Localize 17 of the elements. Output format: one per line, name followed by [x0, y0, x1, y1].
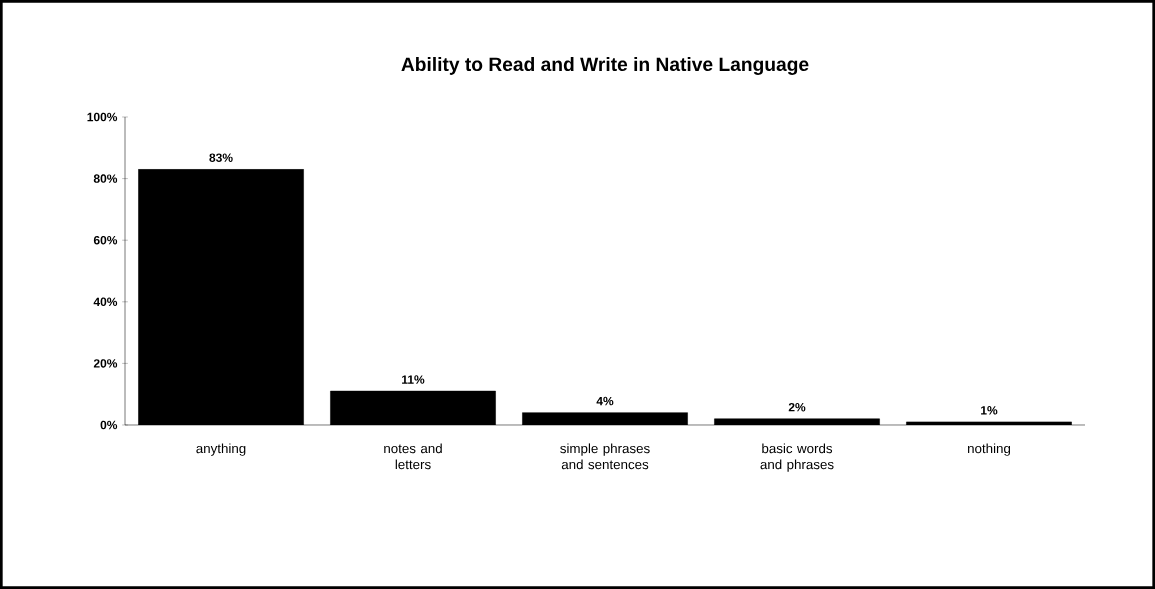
- data-label: 4%: [596, 396, 614, 406]
- data-label: 11%: [402, 375, 425, 384]
- y-tick-label: 20%: [93, 359, 118, 368]
- x-tick-label: nothing: [968, 443, 1011, 456]
- chart-title: Ability to Read and Write in Native Language: [401, 56, 809, 75]
- data-label: 83%: [209, 153, 233, 162]
- data-label: 1%: [981, 406, 998, 415]
- x-tick-label: simple phrases and sentences: [560, 443, 650, 470]
- y-tick-label: 80%: [93, 174, 118, 183]
- x-tick-label: anything: [196, 443, 246, 456]
- y-tick-label: 60%: [93, 235, 118, 245]
- data-label: 2%: [788, 402, 806, 412]
- y-tick-label: 40%: [93, 297, 118, 307]
- x-tick-label: notes and letters: [384, 443, 442, 470]
- y-tick-label: 100%: [87, 112, 118, 122]
- y-tick-label: 0%: [100, 420, 118, 430]
- x-tick-label: basic words and phrases: [760, 443, 834, 472]
